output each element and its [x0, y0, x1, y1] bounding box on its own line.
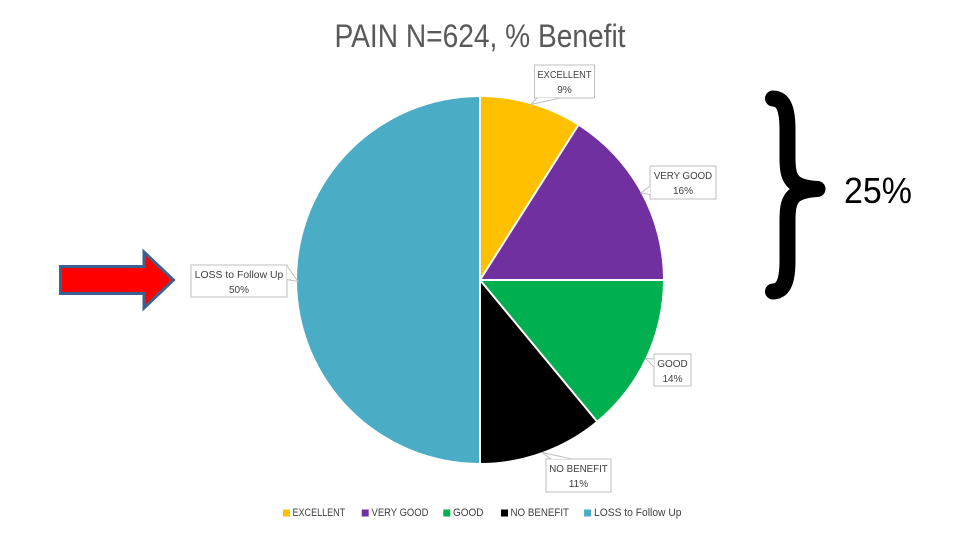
svg-text:GOOD: GOOD: [453, 507, 484, 519]
svg-text:PAIN N=624, % Benefit: PAIN N=624, % Benefit: [335, 18, 626, 54]
svg-text:NO BENEFIT: NO BENEFIT: [511, 507, 570, 519]
svg-text:14%: 14%: [662, 374, 682, 385]
svg-text:EXCELLENT: EXCELLENT: [538, 70, 592, 81]
svg-text:LOSS to Follow Up: LOSS to Follow Up: [594, 507, 682, 519]
svg-text:50%: 50%: [229, 285, 249, 296]
svg-text:9%: 9%: [557, 85, 572, 96]
svg-text:GOOD: GOOD: [657, 359, 688, 370]
svg-text:11%: 11%: [569, 479, 588, 490]
svg-text:NO BENEFIT: NO BENEFIT: [549, 464, 608, 475]
svg-text:VERY GOOD: VERY GOOD: [654, 171, 712, 182]
svg-text:25%: 25%: [844, 170, 912, 211]
svg-text:EXCELLENT: EXCELLENT: [293, 507, 346, 519]
svg-text:VERY GOOD: VERY GOOD: [372, 507, 429, 519]
svg-text:LOSS to Follow Up: LOSS to Follow Up: [195, 270, 284, 281]
svg-text:16%: 16%: [673, 186, 693, 197]
